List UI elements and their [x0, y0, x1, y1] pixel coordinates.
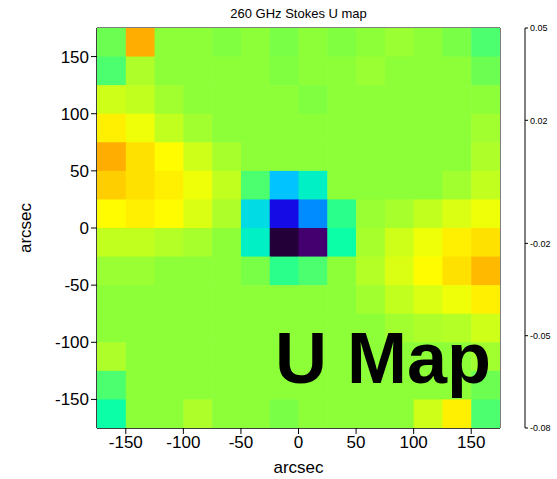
svg-text:-0.08: -0.08	[530, 423, 551, 433]
svg-text:100: 100	[399, 433, 427, 452]
svg-text:-100: -100	[55, 333, 89, 352]
svg-text:-0.02: -0.02	[530, 239, 551, 249]
svg-text:-100: -100	[166, 433, 200, 452]
svg-text:-150: -150	[55, 390, 89, 409]
svg-text:-0.05: -0.05	[530, 331, 551, 341]
svg-text:arcsec: arcsec	[273, 458, 324, 477]
svg-text:0: 0	[80, 219, 89, 238]
html-text:260 GHz Stokes U map: 260 GHz Stokes U map	[230, 6, 367, 21]
svg-text:-50: -50	[229, 433, 254, 452]
svg-text:0.05: 0.05	[530, 23, 548, 33]
svg-text:0.02: 0.02	[530, 116, 548, 126]
svg-text:100: 100	[61, 105, 89, 124]
svg-text:50: 50	[70, 162, 89, 181]
svg-text:150: 150	[457, 433, 485, 452]
html-text:U Map: U Map	[275, 318, 491, 398]
svg-text:-150: -150	[109, 433, 143, 452]
svg-text:50: 50	[347, 433, 366, 452]
svg-text:0: 0	[294, 433, 303, 452]
svg-text:150: 150	[61, 48, 89, 67]
svg-text:-50: -50	[64, 276, 89, 295]
svg-text:arcsec: arcsec	[16, 202, 35, 253]
